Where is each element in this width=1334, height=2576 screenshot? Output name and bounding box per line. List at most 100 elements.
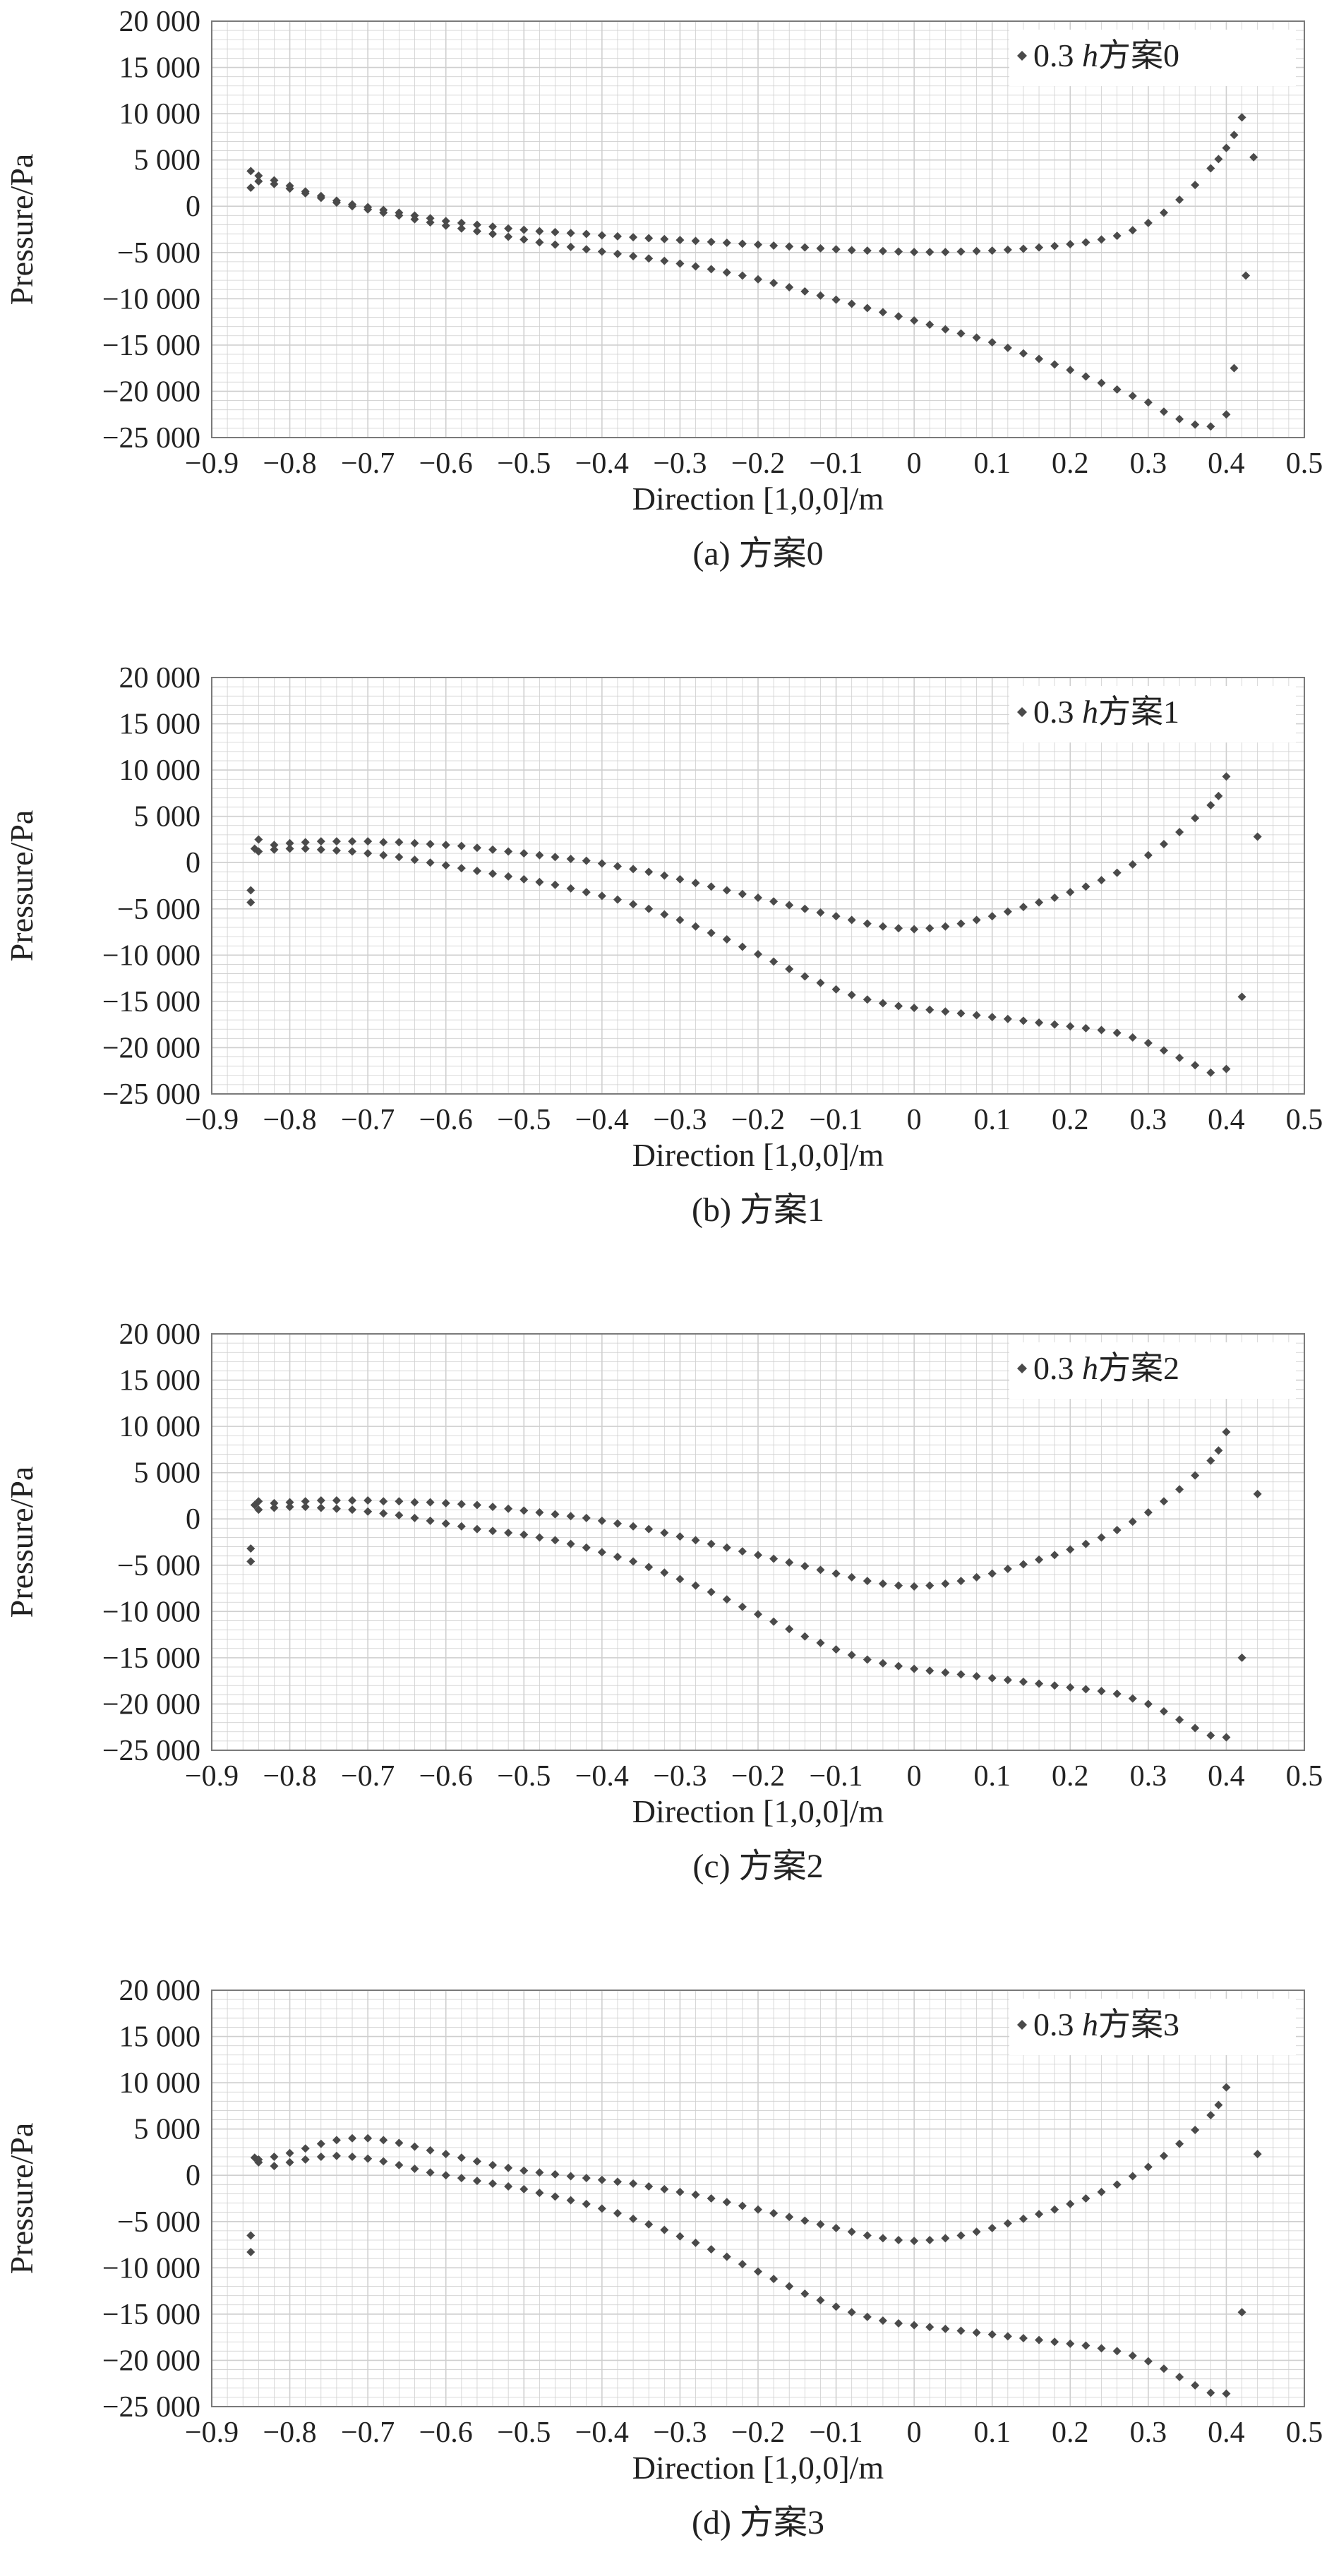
chart-panel-1: 20 000 15 000 10 000 5 000 0 −5 000 −10 000 −15… [4, 662, 1323, 1229]
data-point [722, 2252, 731, 2261]
legend-box [1009, 1342, 1296, 1399]
data-point [1214, 791, 1223, 800]
data-point [894, 2319, 903, 2328]
data-point [754, 1551, 762, 1560]
data-point [613, 862, 622, 871]
data-point [1050, 1681, 1059, 1690]
data-point [1222, 1064, 1231, 1073]
data-point [270, 1503, 279, 1512]
data-point [738, 2260, 747, 2269]
x-tick-label: −0.6 [419, 447, 473, 480]
data-point [1112, 2347, 1122, 2356]
data-point [863, 995, 872, 1004]
data-point [1143, 218, 1153, 227]
data-point [535, 1533, 544, 1542]
data-point [1222, 1427, 1231, 1436]
data-point [722, 239, 731, 248]
y-tick-label: −25 000 [102, 1735, 200, 1767]
data-point [1066, 1683, 1075, 1692]
legend-label: 0.3 h方案2 [1033, 1350, 1179, 1386]
data-point [894, 1001, 903, 1011]
x-tick-label: −0.8 [263, 447, 316, 480]
data-point [941, 2324, 950, 2333]
legend-text-prefix: 0.3 [1033, 2006, 1082, 2042]
data-point [457, 864, 466, 873]
data-point [613, 2208, 622, 2217]
data-point [1112, 385, 1122, 394]
data-point [1175, 827, 1184, 836]
data-point [1003, 907, 1012, 916]
data-point [816, 243, 825, 253]
data-point [1214, 1446, 1223, 1455]
data-point [1003, 1014, 1012, 1023]
data-point [785, 282, 794, 291]
y-tick-label: 10 000 [119, 98, 201, 131]
data-point [987, 337, 997, 347]
data-point [519, 235, 529, 244]
data-point [1191, 1471, 1200, 1480]
data-point [1018, 2333, 1028, 2342]
data-point [1175, 1715, 1184, 1724]
x-tick-label: 0 [907, 1104, 922, 1136]
data-point [582, 229, 591, 239]
legend-text-italic: h [1082, 2006, 1098, 2042]
data-point [987, 1569, 997, 1578]
data-point [597, 1516, 606, 1525]
data-point [613, 1552, 622, 1561]
data-point [582, 2199, 591, 2208]
data-point [816, 1565, 825, 1575]
data-point [332, 2151, 341, 2160]
data-point [910, 2237, 919, 2246]
data-point [441, 2150, 450, 2159]
data-point [941, 922, 950, 931]
data-point [956, 2326, 966, 2335]
data-point [878, 308, 887, 317]
data-point [675, 1532, 685, 1541]
y-tick-label: −20 000 [102, 1688, 200, 1721]
data-point [613, 895, 622, 904]
data-point [488, 2179, 498, 2189]
y-tick-label: 0 [186, 2160, 200, 2192]
data-point [1081, 2194, 1090, 2203]
data-point [785, 2282, 794, 2291]
data-point [754, 950, 762, 959]
data-point [722, 1595, 731, 1604]
data-point [769, 241, 779, 250]
data-point [956, 1670, 966, 1679]
data-point [629, 1522, 638, 1531]
data-point [395, 1510, 404, 1519]
data-point [660, 2225, 669, 2234]
data-point [410, 1513, 419, 1522]
data-point [426, 1498, 435, 1507]
data-point [1018, 903, 1028, 912]
data-point [332, 837, 341, 846]
data-point [1143, 2357, 1153, 2366]
data-point [254, 835, 263, 844]
data-point [270, 845, 279, 854]
data-point [348, 2133, 357, 2143]
data-point [754, 1610, 762, 1619]
data-point [1175, 414, 1184, 423]
data-point [863, 246, 872, 255]
data-point [348, 847, 357, 856]
data-point [1191, 420, 1200, 429]
data-point [1159, 1497, 1168, 1506]
data-point [1050, 1551, 1059, 1560]
data-point [1081, 1539, 1090, 1548]
y-tick-label: 5 000 [134, 801, 201, 833]
data-point [675, 874, 685, 884]
y-tick-label: 0 [186, 1503, 200, 1536]
data-point [379, 1497, 388, 1506]
data-point [301, 2144, 310, 2153]
data-point [1050, 360, 1059, 369]
data-point [660, 1568, 669, 1577]
data-point [535, 2189, 544, 2198]
data-point [363, 2133, 373, 2143]
data-point [878, 1579, 887, 1588]
data-point [1035, 898, 1044, 907]
data-point [691, 1536, 700, 1545]
data-point [972, 2328, 981, 2337]
data-point [519, 874, 529, 884]
data-point [629, 900, 638, 909]
